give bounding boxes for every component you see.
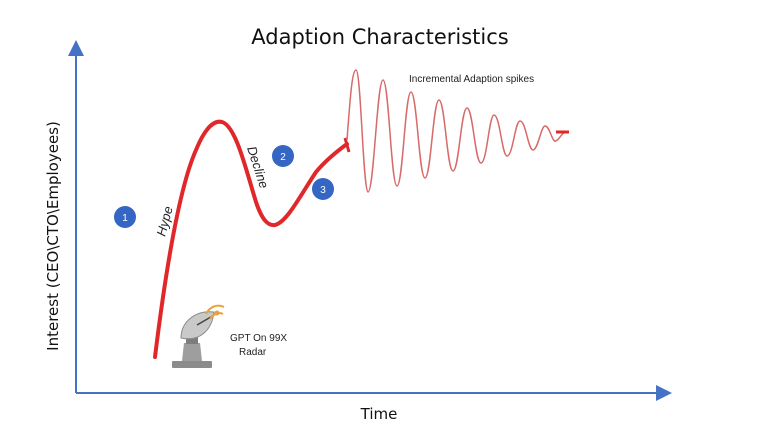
marker-2-label: 2 (280, 152, 286, 163)
diagram-title: Adaption Characteristics (251, 25, 508, 49)
radar-annotation-line-2: Radar (239, 347, 267, 358)
marker-1: 1 (114, 206, 136, 228)
adoption-curve (153, 119, 349, 359)
decline-label: Decline (244, 144, 272, 190)
radar-annotation-line-1: GPT On 99X (230, 333, 287, 344)
marker-1-label: 1 (122, 213, 128, 224)
x-axis-label: Time (360, 405, 398, 423)
spikes-annotation: Incremental Adaption spikes (409, 74, 534, 85)
marker-3: 3 (312, 178, 334, 200)
marker-2: 2 (272, 145, 294, 167)
satellite-dish-icon (172, 304, 225, 368)
curve-end-tick (343, 137, 351, 153)
adaption-spikes (346, 69, 567, 193)
marker-3-label: 3 (320, 185, 326, 196)
y-axis-label: Interest (CEO\CTO\Employees) (44, 121, 62, 351)
